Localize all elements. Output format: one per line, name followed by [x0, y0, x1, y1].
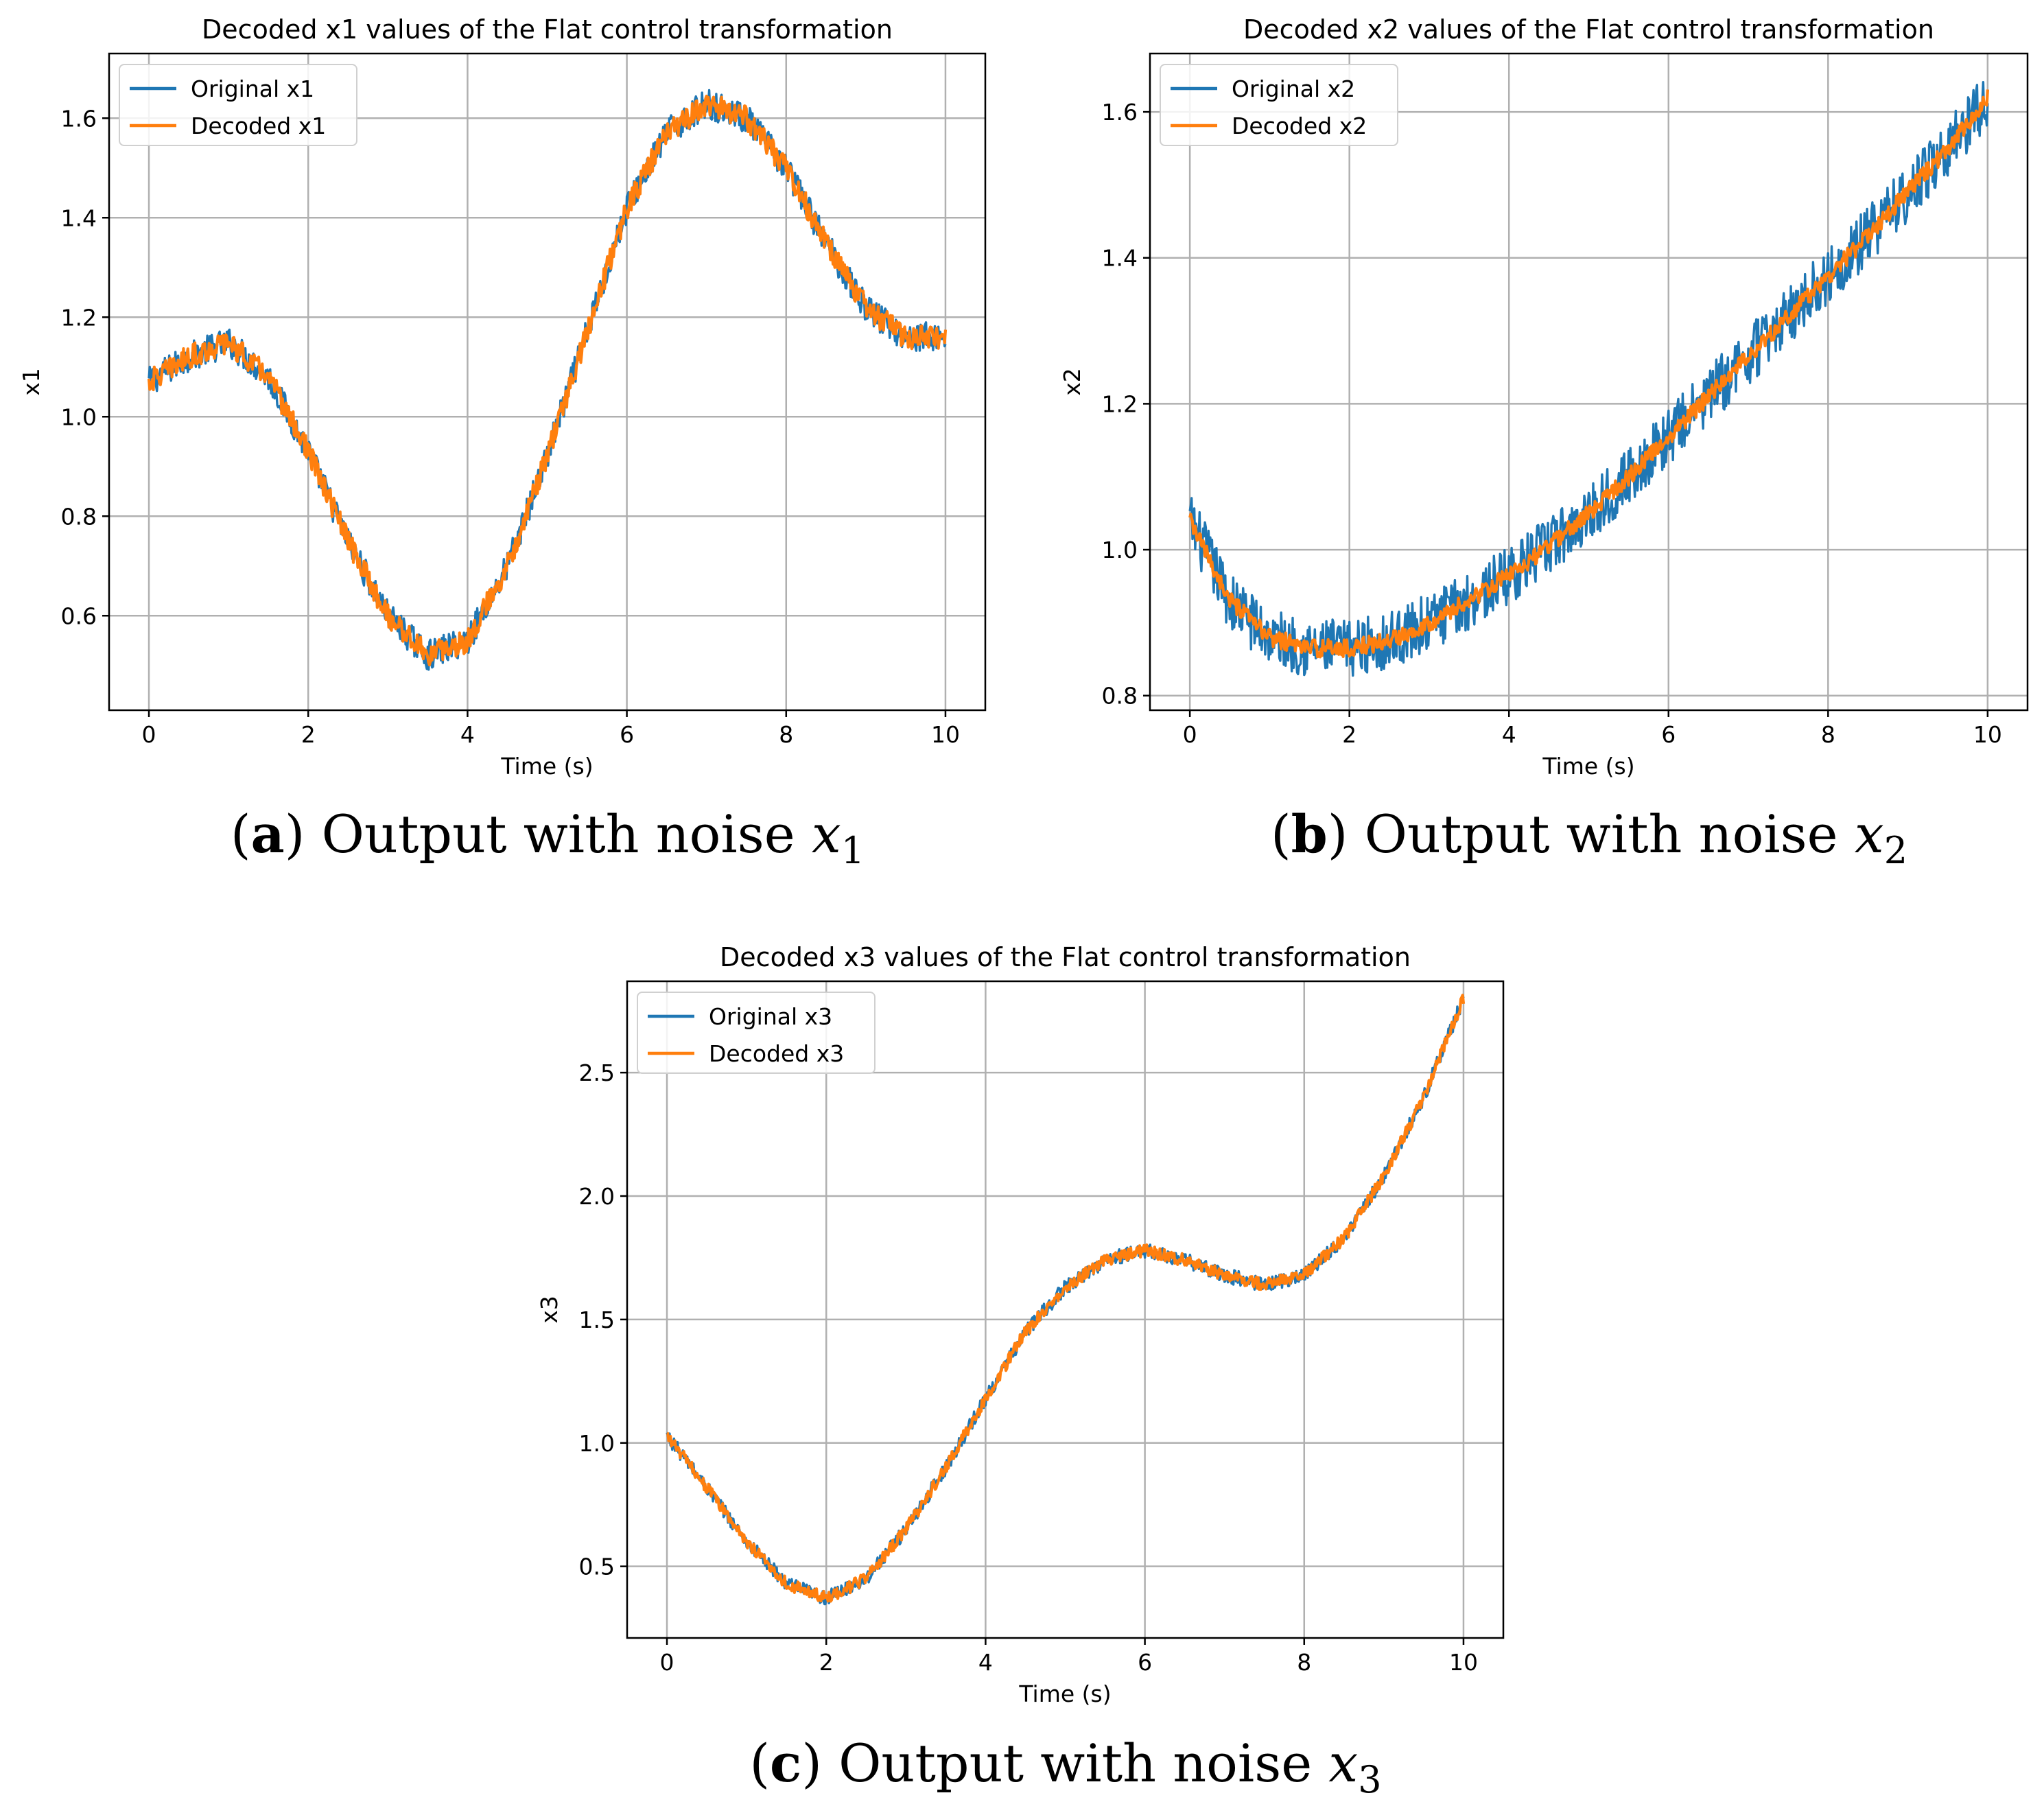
x-axis-label: Time (s): [1018, 1681, 1111, 1707]
caption-paren-close: ): [1328, 804, 1348, 865]
caption-variable: x: [1328, 1733, 1358, 1794]
caption-paren-close: ): [801, 1733, 822, 1794]
y-tick-label: 0.6: [61, 602, 97, 629]
figure-caption: (c) Output with noise x3: [749, 1733, 1381, 1801]
chart-b: 0 2 4 6 8 10 0.8 1.0 1.2 1.4 1.6 Decoded x2 values …: [1059, 14, 2029, 780]
y-tick-label: 1.4: [61, 204, 97, 231]
x-tick-label: 4: [978, 1649, 993, 1676]
plot-area: [1150, 54, 2028, 710]
legend-entry: Decoded x2: [1232, 113, 1367, 139]
y-tick-label: 1.2: [1102, 390, 1138, 417]
legend-entry: Original x1: [191, 75, 314, 102]
legend: Original x3 Decoded x3: [637, 992, 876, 1074]
caption-letter: b: [1291, 804, 1328, 865]
x-tick-label: 10: [1973, 721, 2002, 748]
x-tick-label: 6: [1138, 1649, 1152, 1676]
series-line-decoded-x1: [147, 94, 948, 667]
y-tick-label: 1.5: [579, 1307, 615, 1333]
axes-frame: [108, 52, 987, 712]
x-tick-label: 8: [779, 721, 793, 748]
plot-area: [109, 54, 985, 710]
x-tick-label: 8: [1821, 721, 1835, 748]
y-tick-label: 0.8: [61, 503, 97, 530]
x-tick-label: 4: [460, 721, 475, 748]
plot-area: [627, 981, 1503, 1638]
figure-caption: (b) Output with noise x2: [1271, 804, 1907, 872]
x-tick-label: 2: [1342, 721, 1356, 748]
caption-paren-close: ): [285, 804, 305, 865]
y-tick-label: 0.5: [579, 1554, 615, 1580]
x-tick-label: 0: [1183, 721, 1197, 748]
x-tick-label: 10: [1449, 1649, 1478, 1676]
x-tick-label: 10: [931, 721, 960, 748]
x-tick-label: 0: [142, 721, 156, 748]
figure-caption: (a) Output with noise x1: [231, 804, 865, 872]
series-line-decoded-x2: [1188, 89, 1989, 659]
y-tick-label: 0.8: [1102, 683, 1138, 710]
y-tick-label: 1.6: [61, 105, 97, 132]
axes-frame: [626, 980, 1505, 1639]
chart-c: 0 2 4 6 8 10 0.5 1.0 1.5 2.0 2.5 Decoded x3 values …: [536, 942, 1505, 1707]
legend-entry: Decoded x3: [709, 1040, 844, 1067]
y-axis-label: x3: [536, 1296, 563, 1324]
chart-title: Decoded x3 values of the Flat control tr…: [720, 942, 1411, 972]
x-tick-label: 2: [301, 721, 316, 748]
x-tick-label: 8: [1297, 1649, 1311, 1676]
chart-title: Decoded x2 values of the Flat control tr…: [1243, 14, 1934, 45]
caption-letter: c: [770, 1733, 801, 1794]
caption-text: Output with noise: [305, 804, 811, 865]
caption-text: Output with noise: [822, 1733, 1328, 1794]
legend-box: [637, 992, 876, 1074]
caption-text: Output with noise: [1348, 804, 1854, 865]
y-tick-label: 1.4: [1102, 245, 1138, 272]
x-tick-label: 4: [1502, 721, 1516, 748]
y-axis-label: x1: [18, 368, 45, 396]
caption-subscript: 3: [1358, 1758, 1381, 1801]
legend-entry: Original x3: [709, 1003, 832, 1030]
y-tick-label: 1.0: [579, 1430, 615, 1457]
caption-paren-open: (: [231, 804, 251, 865]
legend: Original x1 Decoded x1: [119, 64, 357, 146]
caption-paren-open: (: [749, 1733, 770, 1794]
x-tick-label: 2: [819, 1649, 834, 1676]
x-tick-label: 0: [660, 1649, 674, 1676]
caption-subscript: 2: [1884, 829, 1907, 872]
series-line-original-x2: [1188, 81, 1989, 677]
y-tick-label: 1.0: [1102, 537, 1138, 563]
chart-title: Decoded x1 values of the Flat control tr…: [202, 14, 893, 45]
legend-entry: Original x2: [1232, 75, 1355, 102]
legend-entry: Decoded x1: [191, 113, 326, 139]
legend: Original x2 Decoded x2: [1160, 64, 1398, 146]
caption-subscript: 1: [841, 829, 865, 872]
x-axis-label: Time (s): [500, 753, 593, 780]
x-axis-label: Time (s): [1542, 753, 1634, 780]
axes-frame: [1149, 52, 2029, 712]
caption-paren-open: (: [1271, 804, 1291, 865]
x-tick-label: 6: [1661, 721, 1676, 748]
y-tick-label: 2.0: [579, 1183, 615, 1210]
x-tick-label: 6: [620, 721, 634, 748]
legend-box: [1160, 64, 1398, 146]
legend-box: [119, 64, 357, 146]
y-tick-label: 2.5: [579, 1059, 615, 1086]
series-line-decoded-x3: [666, 994, 1466, 1603]
caption-variable: x: [812, 804, 841, 865]
y-tick-label: 1.6: [1102, 99, 1138, 126]
caption-variable: x: [1855, 804, 1884, 865]
y-axis-label: x2: [1059, 368, 1085, 396]
chart-a: 0 2 4 6 8 10 0.6 0.8 1.0 1.2 1.4 1.6 Decoded x1 valu…: [18, 14, 987, 780]
y-tick-label: 1.0: [61, 403, 97, 430]
y-tick-label: 1.2: [61, 304, 97, 331]
caption-letter: a: [251, 804, 285, 865]
